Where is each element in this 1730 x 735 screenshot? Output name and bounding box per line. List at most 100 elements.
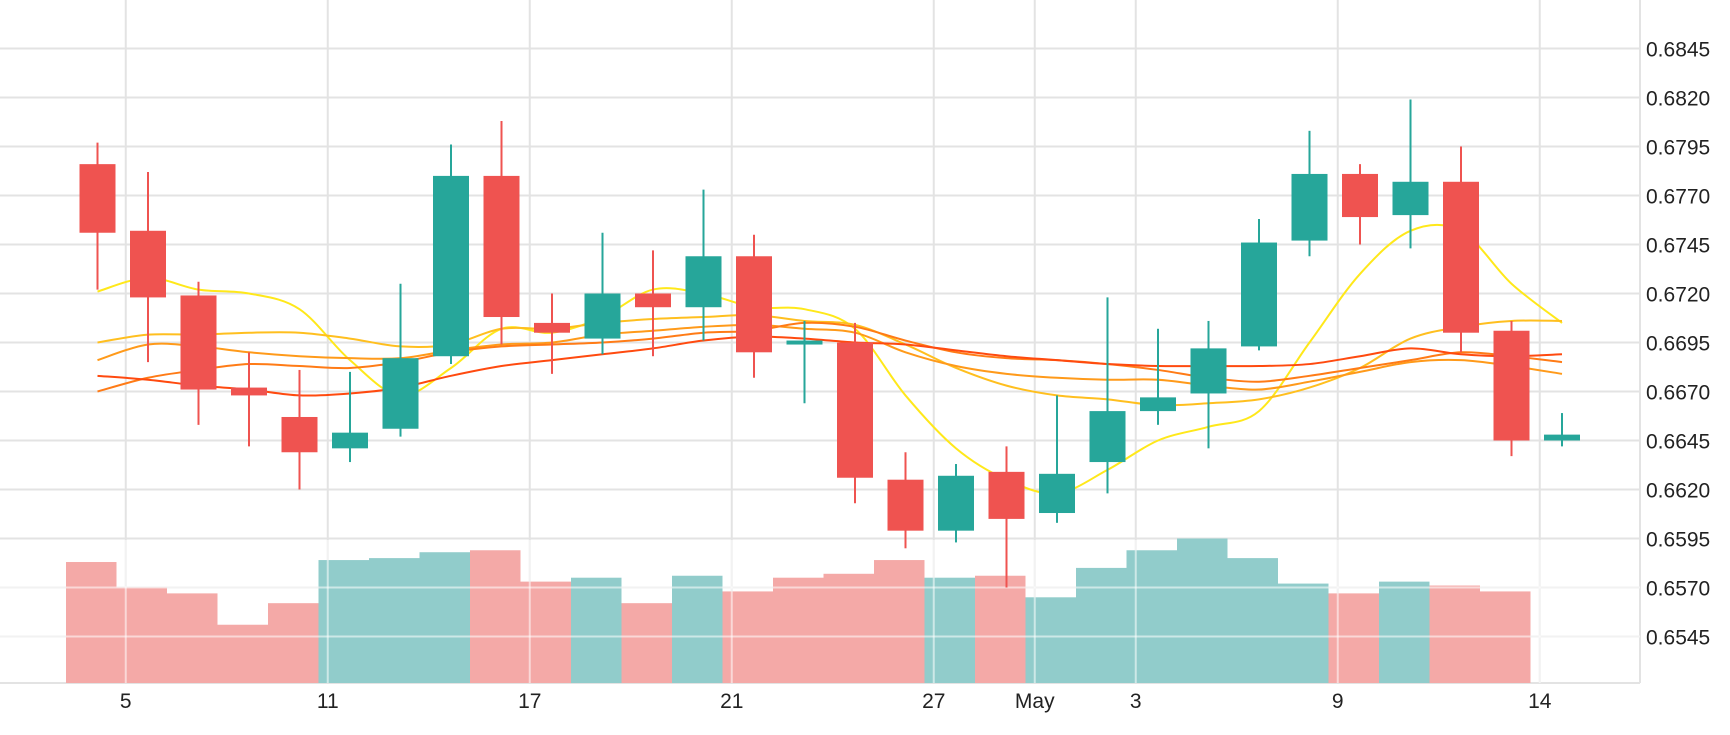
candle-body bbox=[1291, 173, 1328, 241]
y-tick-label: 0.6695 bbox=[1646, 333, 1710, 356]
candle bbox=[988, 446, 1025, 588]
candle-body bbox=[736, 256, 772, 353]
y-tick-label: 0.6820 bbox=[1646, 88, 1710, 111]
moving-average-line bbox=[97, 323, 1563, 391]
x-tick-label: 21 bbox=[720, 690, 743, 713]
moving-average-line bbox=[97, 321, 1563, 393]
volume-bar bbox=[116, 587, 167, 683]
candle-body bbox=[1392, 181, 1429, 216]
x-tick-label: May bbox=[1015, 690, 1055, 713]
volume-bar bbox=[217, 624, 268, 683]
candle bbox=[1140, 328, 1176, 425]
candle-body bbox=[281, 416, 318, 453]
x-tick-label: 5 bbox=[120, 690, 132, 713]
x-tick-label: 9 bbox=[1332, 690, 1344, 713]
candle-body bbox=[988, 471, 1025, 519]
volume-bar bbox=[773, 577, 824, 683]
candle-body bbox=[1493, 330, 1530, 441]
volume-bar bbox=[1025, 597, 1076, 683]
candle bbox=[938, 464, 974, 543]
candle-body bbox=[433, 175, 469, 357]
candle bbox=[1392, 99, 1429, 249]
candle-body bbox=[1140, 397, 1176, 412]
volume-bar bbox=[1278, 583, 1329, 683]
x-tick-label: 17 bbox=[518, 690, 541, 713]
volume-bar bbox=[167, 593, 218, 683]
y-tick-label: 0.6745 bbox=[1646, 235, 1710, 258]
candle bbox=[79, 142, 116, 290]
candle bbox=[1291, 130, 1328, 257]
candle bbox=[887, 452, 924, 549]
moving-average-lines-layer bbox=[97, 223, 1563, 495]
candle-body bbox=[584, 293, 621, 339]
volume-bar bbox=[571, 577, 622, 683]
y-tick-label: 0.6545 bbox=[1646, 627, 1710, 650]
candle bbox=[1544, 413, 1580, 447]
candle bbox=[180, 281, 217, 425]
candle-body bbox=[635, 293, 671, 308]
volume-bar bbox=[874, 560, 925, 683]
candle bbox=[635, 250, 671, 357]
y-tick-label: 0.6770 bbox=[1646, 186, 1710, 209]
candle-body bbox=[1544, 434, 1580, 441]
y-tick-label: 0.6620 bbox=[1646, 480, 1710, 503]
x-tick-label: 27 bbox=[922, 690, 945, 713]
y-tick-label: 0.6595 bbox=[1646, 529, 1710, 552]
candle bbox=[1443, 146, 1479, 353]
moving-average-line bbox=[97, 335, 1563, 397]
candle-body bbox=[837, 342, 873, 478]
volume-bar bbox=[268, 603, 319, 683]
x-tick-label: 3 bbox=[1130, 690, 1142, 713]
candle bbox=[1089, 297, 1126, 494]
volume-bar bbox=[318, 560, 369, 683]
candles-layer bbox=[79, 99, 1580, 588]
candle-body bbox=[382, 358, 419, 429]
x-tick-label: 14 bbox=[1528, 690, 1552, 713]
candle bbox=[837, 322, 873, 504]
axes-layer: 0.6545 0.6570 0.6595 0.6620 0.6645 0.6670 0.66… bbox=[120, 39, 1710, 714]
volume-bar bbox=[823, 573, 874, 683]
y-tick-label: 0.6720 bbox=[1646, 284, 1710, 307]
candle bbox=[584, 232, 621, 355]
volume-bar bbox=[1177, 538, 1228, 683]
candle-body bbox=[1342, 173, 1378, 218]
candle bbox=[130, 171, 166, 363]
volume-bar bbox=[1076, 567, 1127, 683]
candle-body bbox=[786, 340, 823, 345]
volume-bar bbox=[924, 577, 975, 683]
volume-bar bbox=[1227, 558, 1278, 683]
candle-body bbox=[887, 479, 924, 531]
volume-bar bbox=[470, 550, 521, 683]
candle bbox=[786, 320, 823, 404]
volume-bar bbox=[419, 552, 470, 683]
candle bbox=[433, 144, 469, 365]
candle bbox=[1342, 164, 1378, 245]
candle-body bbox=[231, 387, 267, 396]
moving-average-line bbox=[97, 313, 1563, 407]
candle-body bbox=[1241, 242, 1277, 347]
volume-bar bbox=[1328, 593, 1379, 683]
y-tick-label: 0.6645 bbox=[1646, 431, 1710, 454]
candle-body bbox=[332, 432, 368, 449]
candle bbox=[483, 121, 520, 345]
volume-bar bbox=[1126, 550, 1177, 683]
candle bbox=[231, 352, 267, 447]
y-tick-label: 0.6570 bbox=[1646, 578, 1710, 601]
candle-body bbox=[1443, 181, 1479, 333]
x-tick-label: 11 bbox=[317, 690, 339, 713]
candle bbox=[281, 369, 318, 490]
candle-body bbox=[130, 230, 166, 298]
y-tick-label: 0.6845 bbox=[1646, 39, 1710, 62]
candle bbox=[332, 371, 368, 463]
volume-bar bbox=[621, 603, 672, 683]
volume-bar bbox=[975, 575, 1026, 683]
y-tick-label: 0.6670 bbox=[1646, 382, 1710, 405]
candle bbox=[736, 234, 772, 378]
candle bbox=[685, 189, 722, 341]
volume-bar bbox=[1429, 585, 1480, 683]
candle bbox=[1190, 320, 1227, 449]
volume-bar bbox=[672, 575, 723, 683]
candle-body bbox=[180, 295, 217, 390]
